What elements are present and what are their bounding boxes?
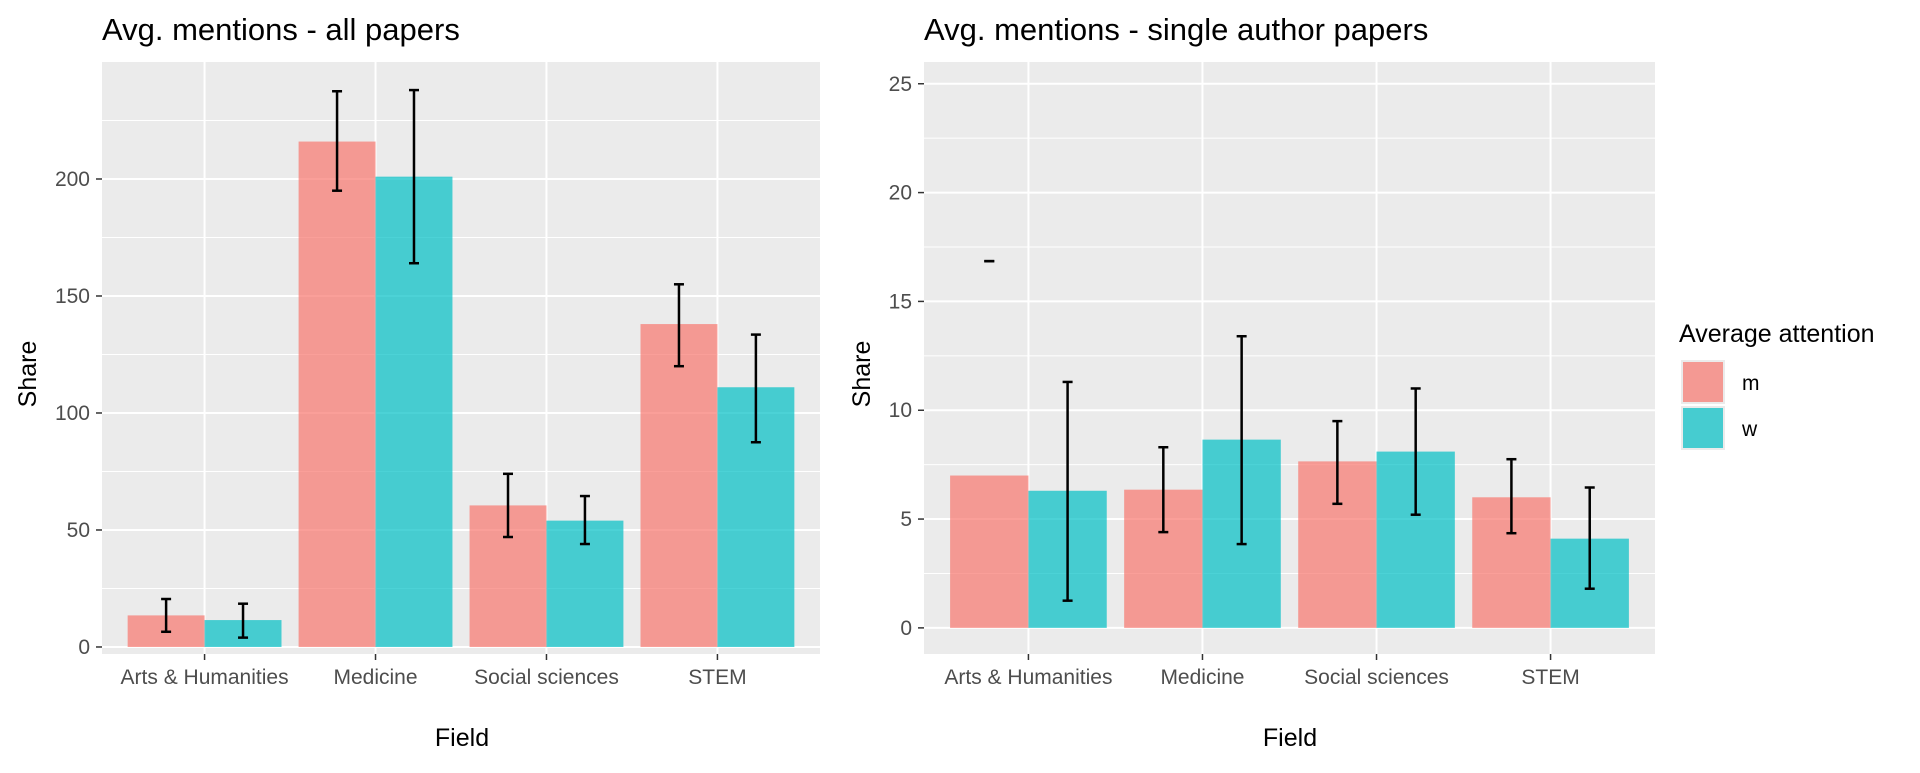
error-bar-w [238,602,249,639]
x-tick-label: Social sciences [474,666,619,689]
x-axis-label: Field [1263,724,1317,752]
error-bar-w [1584,486,1595,590]
error-bar-m [1506,457,1517,535]
y-tick-label: 25 [889,73,912,96]
y-tick-label: 100 [55,402,90,425]
error-bar-m [1158,445,1169,534]
x-axis-label: Field [435,724,489,752]
x-tick-label: Medicine [1160,666,1244,689]
error-bar-m [673,283,684,368]
error-bar-w [1062,380,1073,602]
x-tick-label: STEM [1521,666,1579,689]
x-tick-label: Social sciences [1304,666,1449,689]
legend-label-w: w [1741,418,1758,441]
legend-key-w [1683,408,1723,448]
legend-title: Average attention [1679,320,1875,348]
y-tick-label: 20 [889,182,912,205]
y-tick-label: 150 [55,285,90,308]
legend-label-m: m [1742,372,1760,395]
legend: Average attention mw [1679,320,1875,450]
error-bar-m [332,89,343,192]
error-bar-m [161,597,172,634]
y-tick-label: 10 [889,399,912,422]
error-bar-w [408,88,419,265]
chart-title: Avg. mentions - all papers [102,12,460,47]
x-tick-label: Medicine [334,666,418,689]
x-tick-label: Arts & Humanities [121,666,289,689]
error-bar-w [579,494,590,546]
error-bar-w [750,333,761,444]
y-tick-label: 200 [55,168,90,191]
y-tick-label: 0 [900,617,912,640]
error-bar-m [503,472,514,539]
y-tick-label: 5 [900,508,912,531]
x-tick-label: Arts & Humanities [944,666,1112,689]
y-axis-label: Share [14,341,42,408]
chart-title: Avg. mentions - single author papers [924,12,1428,47]
y-tick-label: 50 [67,519,90,542]
y-axis-label: Share [848,341,876,408]
y-tick-label: 0 [78,636,90,659]
bar-m [298,141,376,647]
legend-key-m [1683,362,1723,402]
error-bar-m [1332,419,1343,506]
x-tick-label: STEM [688,666,746,689]
error-bar-w [1236,334,1247,546]
panel-all-papers: Avg. mentions - all papers Share Field 0… [14,12,820,752]
panel-single-author-papers: Avg. mentions - single author papers Sha… [848,12,1655,752]
bar-m [640,324,718,647]
error-bar-w [1410,387,1421,516]
bar-m [950,475,1029,628]
y-tick-label: 15 [889,290,912,313]
